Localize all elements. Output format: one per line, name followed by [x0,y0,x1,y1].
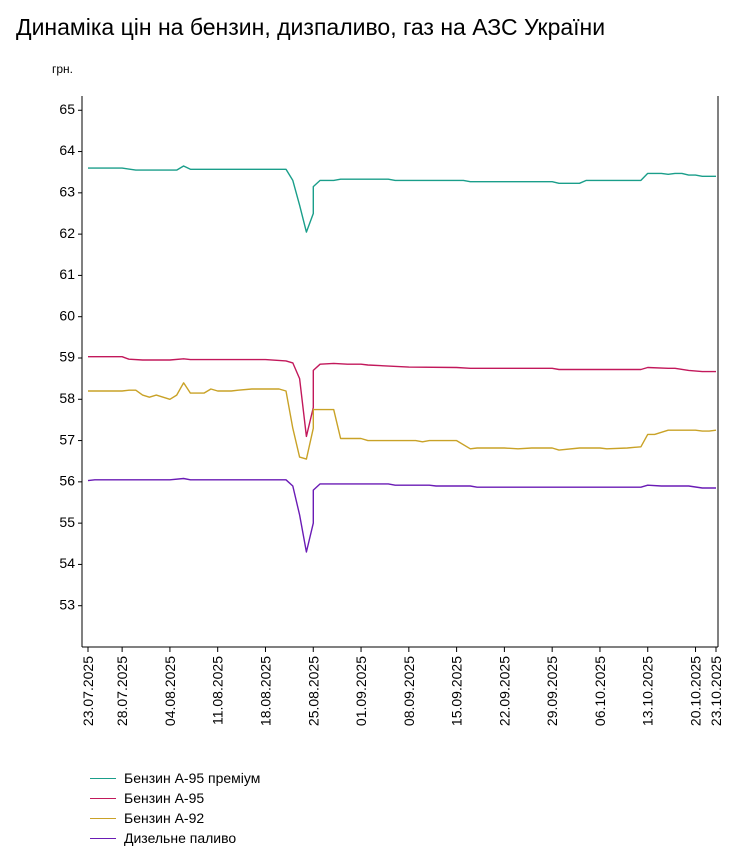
y-tick-label: 64 [59,142,75,158]
y-axis-unit-label: грн. [52,62,74,76]
legend-item: Бензин А-92 [90,808,260,828]
y-tick-label: 53 [59,596,75,612]
legend-swatch [90,777,116,779]
x-tick-label: 11.08.2025 [210,656,226,725]
chart-axes [81,96,719,648]
x-tick-label: 13.10.2025 [640,656,656,726]
chart-title: Динаміка цін на бензин, дизпаливо, газ н… [16,14,606,40]
y-tick-label: 59 [59,349,75,365]
y-tick-label: 58 [59,390,75,406]
series-line [88,382,717,460]
y-tick-label: 65 [59,101,75,117]
series-line [88,165,716,233]
legend-swatch [90,837,116,839]
x-tick-label: 23.07.2025 [80,656,96,726]
x-tick-label: 01.09.2025 [353,656,369,726]
x-tick-label: 08.09.2025 [401,656,417,726]
series-layer [87,165,717,553]
y-tick-label: 54 [59,555,75,571]
y-tick-labels: 53 54 55 56 57 58 59 60 61 62 63 64 65 [59,101,82,612]
legend-item: Бензин А-95 преміум [90,768,260,788]
x-tick-label: 15.09.2025 [449,656,465,726]
x-tick-label: 23.10.2025 [708,656,724,726]
y-tick-label: 62 [59,225,75,241]
legend-label: Дизельне паливо [124,830,237,846]
legend-swatch [90,797,116,799]
chart-legend: Бензин А-95 преміум Бензин А-95 Бензин А-9… [90,768,260,848]
legend-item: Бензин А-95 [90,788,260,808]
legend-label: Бензин А-92 [124,810,205,826]
x-tick-label: 29.09.2025 [544,656,560,726]
y-tick-label: 56 [59,473,75,489]
x-tick-labels: 23.07.2025 28.07.2025 04.08.2025 11.08.2025… [80,647,724,726]
x-tick-label: 18.08.2025 [257,656,273,726]
x-tick-label: 04.08.2025 [162,656,178,726]
legend-label: Бензин А-95 [124,790,205,806]
series-line [87,477,716,553]
x-tick-label: 20.10.2025 [688,656,704,726]
y-tick-label: 61 [59,266,75,282]
series-line [88,356,716,438]
legend-item: Дизельне паливо [90,828,260,848]
y-tick-label: 57 [59,431,75,447]
x-tick-label: 28.07.2025 [114,656,130,726]
x-tick-label: 25.08.2025 [305,656,321,726]
y-tick-label: 63 [59,184,75,200]
y-tick-label: 60 [59,307,75,323]
x-tick-label: 06.10.2025 [592,656,608,726]
legend-swatch [90,817,116,819]
y-tick-label: 55 [59,514,75,530]
legend-label: Бензин А-95 преміум [124,770,261,786]
x-tick-label: 22.09.2025 [496,656,512,726]
